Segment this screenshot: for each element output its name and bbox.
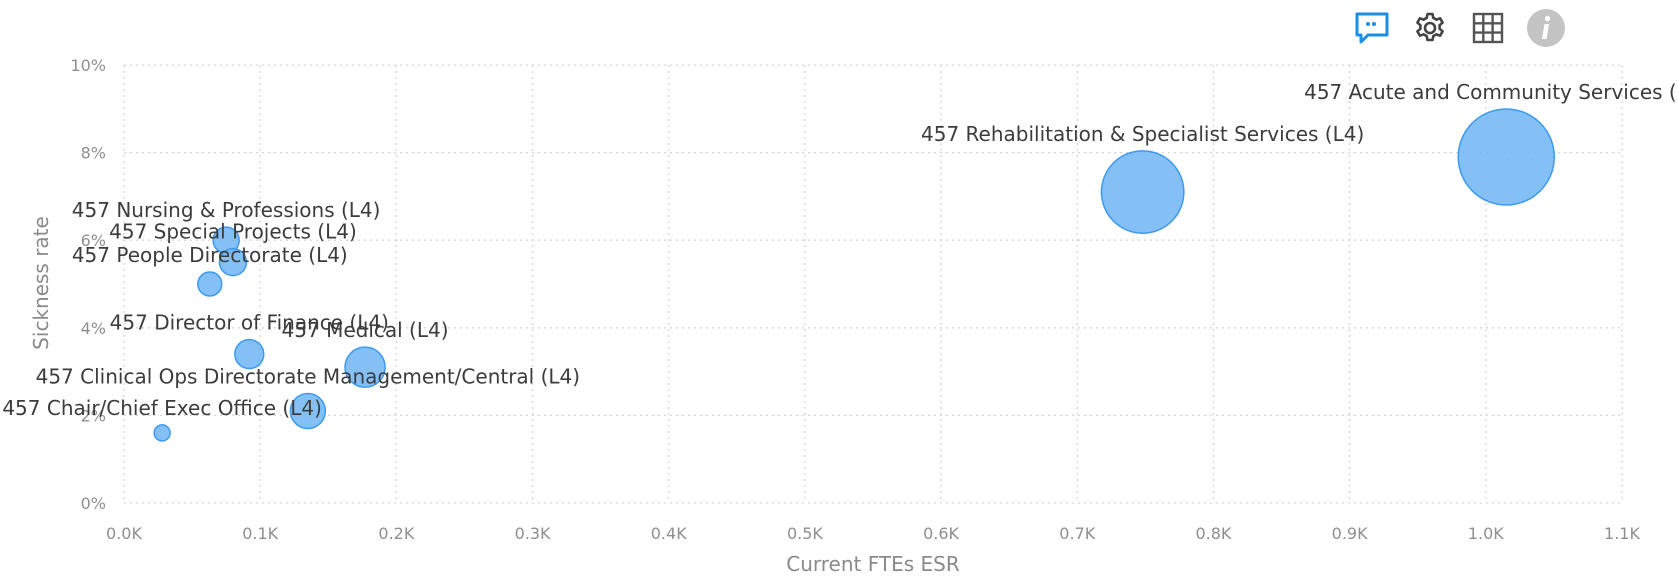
y-tick-label: 2% bbox=[81, 406, 106, 425]
x-tick-label: 1.1K bbox=[1604, 524, 1640, 543]
y-tick-label: 6% bbox=[81, 231, 106, 250]
bubble-label: 457 Medical (L4) bbox=[282, 318, 449, 342]
y-tick-label: 8% bbox=[81, 144, 106, 163]
bubble-point[interactable] bbox=[197, 271, 223, 297]
y-axis-title: Sickness rate bbox=[29, 216, 53, 350]
bubble-point[interactable] bbox=[289, 392, 327, 430]
x-axis-ticks: 0.0K 0.1K 0.2K 0.3K 0.4K 0.5K 0.6K 0.7K 0.8K 0.9K… bbox=[106, 524, 1640, 543]
x-tick-label: 0.3K bbox=[515, 524, 551, 543]
bubble-label: 457 Clinical Ops Directorate Management/… bbox=[36, 365, 580, 389]
bubble-label: 457 Special Projects (L4) bbox=[109, 220, 357, 244]
x-tick-label: 0.1K bbox=[242, 524, 278, 543]
comment-icon[interactable] bbox=[1350, 6, 1394, 50]
bubble-point[interactable] bbox=[234, 338, 265, 370]
y-tick-label: 10% bbox=[70, 56, 106, 75]
x-tick-label: 0.6K bbox=[923, 524, 959, 543]
bubble-label: 457 Director of Finance (L4) bbox=[110, 311, 389, 335]
x-tick-label: 0.8K bbox=[1195, 524, 1231, 543]
bubble-label: 457 Chair/Chief Exec Office (L4) bbox=[2, 396, 322, 420]
y-tick-label: 4% bbox=[81, 319, 106, 338]
x-tick-label: 0.4K bbox=[651, 524, 687, 543]
x-tick-label: 0.9K bbox=[1332, 524, 1368, 543]
chart-grid bbox=[123, 64, 1623, 504]
y-axis-ticks: 0% 2% 4% 6% 8% 10% bbox=[70, 56, 106, 513]
x-tick-label: 1.0K bbox=[1468, 524, 1504, 543]
bubbles bbox=[153, 108, 1555, 442]
info-icon[interactable] bbox=[1524, 6, 1568, 50]
grid-icon[interactable] bbox=[1466, 6, 1510, 50]
bubble-label: 457 Acute and Community Services (L4) bbox=[1304, 80, 1678, 104]
x-tick-label: 0.5K bbox=[787, 524, 823, 543]
bubble-labels: 457 Acute and Community Services (L4) 457… bbox=[2, 80, 1678, 420]
x-axis-title: Current FTEs ESR bbox=[786, 552, 960, 576]
bubble-point[interactable] bbox=[153, 424, 171, 442]
bubble-label: 457 People Directorate (L4) bbox=[72, 243, 348, 267]
x-tick-label: 0.2K bbox=[378, 524, 414, 543]
gear-icon[interactable] bbox=[1408, 6, 1452, 50]
x-tick-label: 0.0K bbox=[106, 524, 142, 543]
x-tick-label: 0.7K bbox=[1059, 524, 1095, 543]
visual-toolbar bbox=[1350, 6, 1568, 50]
bubble-point[interactable] bbox=[1457, 108, 1555, 206]
bubble-point[interactable] bbox=[1100, 150, 1185, 234]
bubble-label: 457 Rehabilitation & Specialist Services… bbox=[921, 122, 1364, 146]
bubble-point[interactable] bbox=[344, 346, 386, 389]
bubble-label: 457 Nursing & Professions (L4) bbox=[72, 198, 381, 222]
bubble-point[interactable] bbox=[218, 247, 248, 277]
y-tick-label: 0% bbox=[81, 494, 106, 513]
